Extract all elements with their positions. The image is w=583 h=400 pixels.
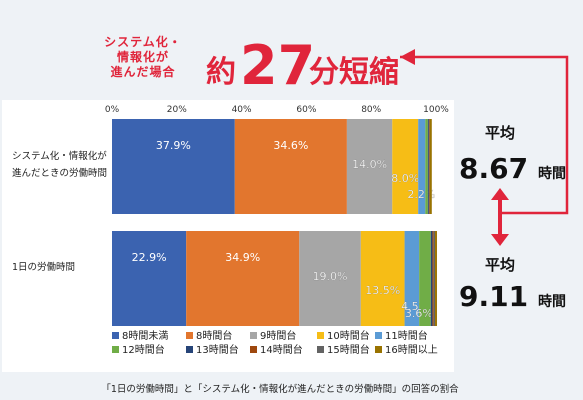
legend-label: 13時間台	[196, 343, 239, 356]
legend-label: 15時間台	[327, 343, 370, 356]
bar-segment	[418, 119, 426, 214]
data-label: 13.5%	[365, 284, 400, 297]
headline-suffix: 分短縮	[309, 55, 399, 90]
data-label: 8.0%	[391, 172, 419, 185]
legend-swatch	[317, 332, 324, 339]
legend-swatch	[250, 346, 257, 353]
category-label: 進んだときの労働時間	[12, 167, 107, 179]
average-unit: 時間	[538, 165, 566, 182]
legend-label: 12時間台	[122, 343, 165, 356]
caption-text: 「1日の労働時間」と「システム化・情報化が進んだときの労働時間」の回答の割合	[101, 383, 459, 395]
bar-segment	[112, 231, 187, 326]
x-tick-label: 20%	[167, 105, 187, 115]
bar-segment	[392, 119, 419, 214]
average-label: 平均	[485, 124, 515, 142]
data-label: 3.6%	[405, 307, 433, 320]
caption: 「1日の労働時間」と「システム化・情報化が進んだときの労働時間」の回答の割合	[101, 383, 459, 395]
average-value: 9.11	[459, 280, 528, 313]
legend-swatch	[186, 346, 193, 353]
legend-label: 16時間以上	[385, 344, 438, 356]
headline-condition-line: システム化・	[104, 34, 182, 49]
data-label: 14.0%	[352, 158, 387, 171]
data-label: 37.9%	[156, 139, 191, 152]
category-label: 1日の労働時間	[12, 261, 75, 273]
bars: 37.9% 34.6%14.0%8.0%2.2%22.9% 34.9%19.0%13…	[112, 119, 437, 326]
data-label: 34.9%	[225, 251, 260, 264]
average-value: 8.67	[459, 152, 528, 185]
data-label: 34.6%	[273, 139, 308, 152]
legend-swatch	[112, 332, 119, 339]
data-label: 22.9%	[132, 251, 167, 264]
x-tick-label: 80%	[361, 105, 381, 115]
bar-segment	[234, 119, 347, 214]
bar-segment	[419, 231, 431, 326]
category-labels: システム化・情報化が進んだときの労働時間 1日の労働時間	[12, 150, 107, 273]
bar-segment	[433, 231, 436, 326]
legend-swatch	[375, 332, 382, 339]
double-arrow-head-down	[491, 234, 509, 246]
headline-condition-line: 進んだ場合	[110, 64, 175, 79]
legend-label: 8時間未満	[122, 330, 168, 342]
double-arrow-head-up	[491, 188, 509, 200]
bar-segment	[360, 231, 405, 326]
category-label: システム化・情報化が	[12, 150, 107, 162]
legend-swatch	[112, 346, 119, 353]
x-tick-label: 40%	[232, 105, 252, 115]
bar-segment	[404, 231, 420, 326]
bar-segment	[427, 119, 429, 214]
legend-label: 10時間台	[327, 329, 370, 342]
x-tick-label: 60%	[296, 105, 316, 115]
average-label: 平均	[485, 256, 515, 274]
bar-segment	[186, 231, 300, 326]
bar-segment	[425, 119, 428, 214]
x-axis-ticks: 0% 20% 40% 60% 80% 100%	[105, 105, 449, 115]
legend-label: 11時間台	[385, 329, 428, 342]
headline-prefix: 約	[206, 55, 236, 90]
legend-swatch	[186, 332, 193, 339]
legend-swatch	[250, 332, 257, 339]
legend: 8時間未満 8時間台 9時間台 10時間台 11時間台 12時間台 13時間台 14時間台 15…	[112, 329, 438, 356]
bar-segment	[435, 231, 437, 326]
legend-label: 9時間台	[260, 329, 296, 342]
bar-segment	[112, 119, 235, 214]
connector-line	[400, 55, 569, 215]
bar-segment	[432, 231, 434, 326]
legend-label: 14時間台	[260, 343, 303, 356]
connector-arrowhead	[400, 49, 415, 65]
bar-segment	[429, 119, 432, 214]
headline-condition-line: 情報化が	[117, 49, 169, 64]
average-unit: 時間	[538, 293, 566, 310]
x-tick-label: 100%	[423, 105, 449, 115]
legend-swatch	[375, 346, 382, 353]
legend-label: 8時間台	[196, 329, 232, 342]
legend-swatch	[317, 346, 324, 353]
bar-segment	[346, 119, 393, 214]
bar-segment	[428, 119, 430, 214]
x-tick-label: 0%	[105, 105, 120, 115]
bar-segment	[430, 231, 433, 326]
bar-segment	[299, 231, 361, 326]
headline-number: 27	[240, 34, 315, 97]
data-label: 19.0%	[313, 270, 348, 283]
